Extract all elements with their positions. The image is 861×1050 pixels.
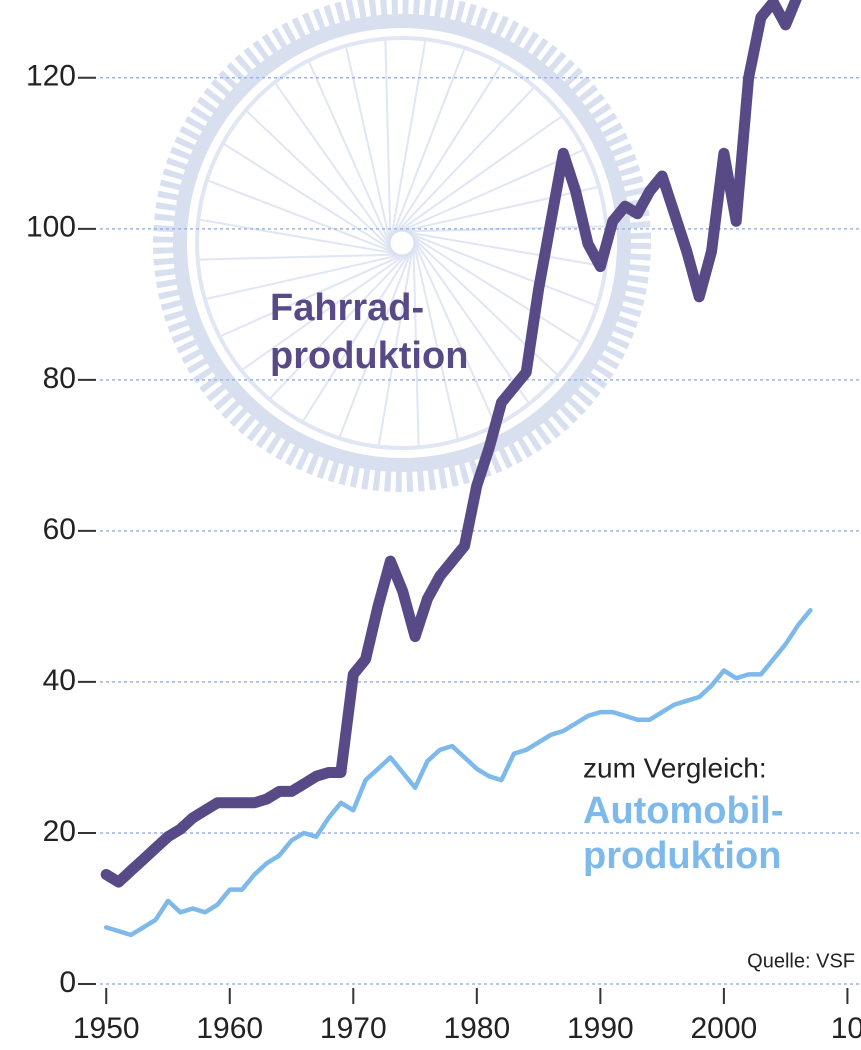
y-tick-label: 40 xyxy=(43,664,76,697)
x-tick-label: 1950 xyxy=(73,1012,140,1045)
annotation: zum Vergleich: xyxy=(583,752,767,783)
annotation: Fahrrad- xyxy=(270,287,424,329)
annotation: produktion xyxy=(583,835,781,877)
tire xyxy=(180,21,624,465)
y-tick-label: 100 xyxy=(26,211,76,244)
x-tick-label: 1980 xyxy=(443,1012,510,1045)
x-tick-label: 1960 xyxy=(196,1012,263,1045)
y-tick-label: 20 xyxy=(43,815,76,848)
y-tick-label: 120 xyxy=(26,60,76,93)
wheel-illustration xyxy=(164,5,640,481)
source-note: Quelle: VSF xyxy=(747,950,855,972)
annotation: Automobil- xyxy=(583,790,784,832)
x-tick-label: 10 xyxy=(831,1012,861,1045)
y-tick-label: 0 xyxy=(59,966,76,999)
chart: Fahrrad- produktion zum Vergleich: Autom… xyxy=(0,0,861,1050)
x-tick-label: 2000 xyxy=(691,1012,758,1045)
y-tick-label: 80 xyxy=(43,362,76,395)
annotation: produktion xyxy=(270,335,468,377)
x-tick-label: 1970 xyxy=(320,1012,387,1045)
y-tick-label: 60 xyxy=(43,513,76,546)
x-tick-label: 1990 xyxy=(567,1012,634,1045)
